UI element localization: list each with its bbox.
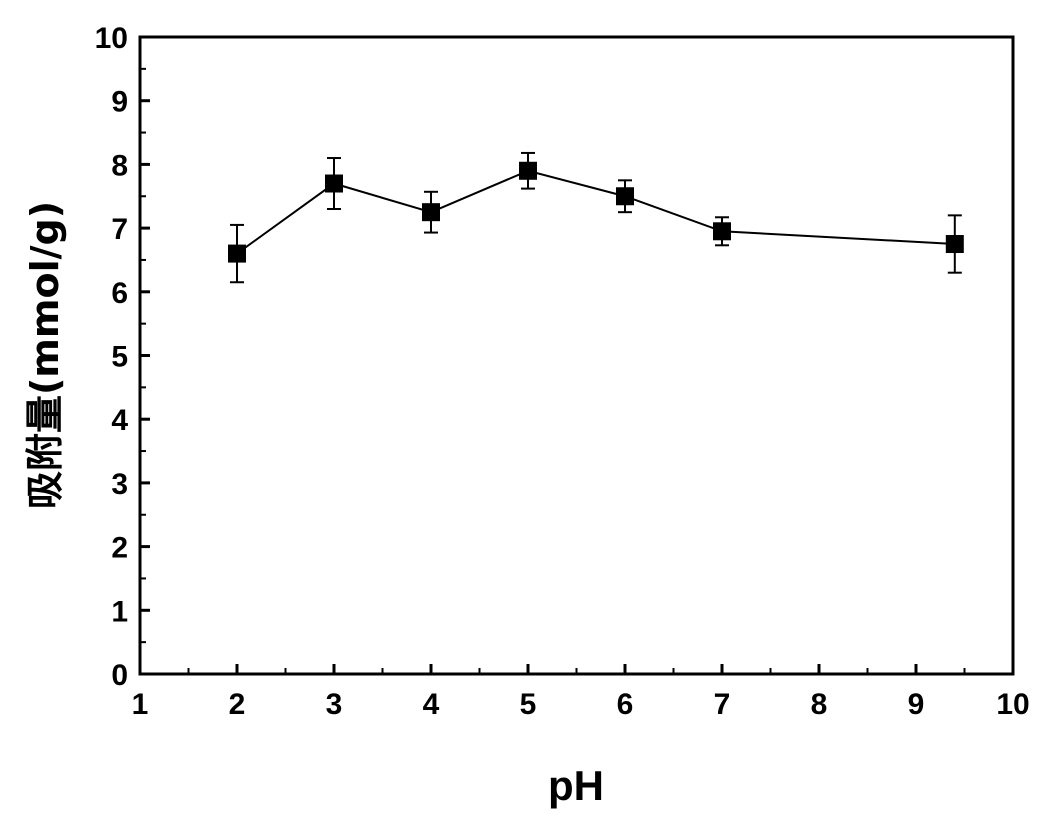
y-tick-label: 0	[111, 659, 128, 692]
y-tick-label: 10	[95, 22, 128, 55]
y-tick-label: 7	[111, 213, 128, 246]
data-point	[945, 214, 964, 274]
x-tick-label: 6	[617, 688, 634, 721]
data-point	[713, 216, 731, 247]
x-tick-label: 8	[811, 688, 828, 721]
y-tick-label: 1	[111, 595, 128, 628]
major-ticks	[138, 35, 1015, 676]
data-point	[422, 190, 440, 234]
x-tick-labels: 1 2 3 4 5 6 7 8 9 10	[132, 688, 1030, 721]
y-tick-label: 5	[111, 341, 128, 374]
y-tick-labels: 0 1 2 3 4 5 6 7 8 9 10	[95, 22, 129, 692]
x-tick-label: 2	[229, 688, 246, 721]
y-tick-label: 6	[111, 277, 128, 310]
square-marker	[616, 187, 634, 206]
y-tick-label: 9	[111, 86, 128, 119]
x-tick-label: 3	[326, 688, 343, 721]
x-tick-label: 7	[714, 688, 731, 721]
square-marker	[325, 174, 343, 193]
x-tick-label: 1	[132, 688, 149, 721]
x-tick-label: 4	[423, 688, 440, 721]
x-axis-title: pH	[548, 762, 604, 809]
square-marker	[713, 222, 731, 241]
minor-ticks	[140, 67, 966, 674]
data-point	[519, 151, 537, 190]
square-marker	[228, 244, 246, 263]
x-tick-label: 10	[996, 688, 1029, 721]
x-tick-label: 9	[908, 688, 925, 721]
y-tick-label: 8	[111, 149, 128, 182]
series-line	[236, 169, 955, 255]
y-axis-title: 吸附量(mmol/g)	[23, 201, 67, 509]
plot-frame	[138, 35, 1015, 676]
series-layer	[228, 151, 964, 284]
data-point	[616, 179, 634, 214]
y-tick-label: 3	[111, 468, 128, 501]
y-tick-label: 2	[111, 532, 128, 565]
data-point	[325, 157, 343, 210]
x-tick-label: 5	[520, 688, 537, 721]
square-marker	[422, 203, 440, 222]
data-point	[228, 223, 246, 284]
square-marker	[519, 161, 537, 180]
y-tick-label: 4	[111, 404, 128, 437]
square-marker	[945, 235, 964, 254]
